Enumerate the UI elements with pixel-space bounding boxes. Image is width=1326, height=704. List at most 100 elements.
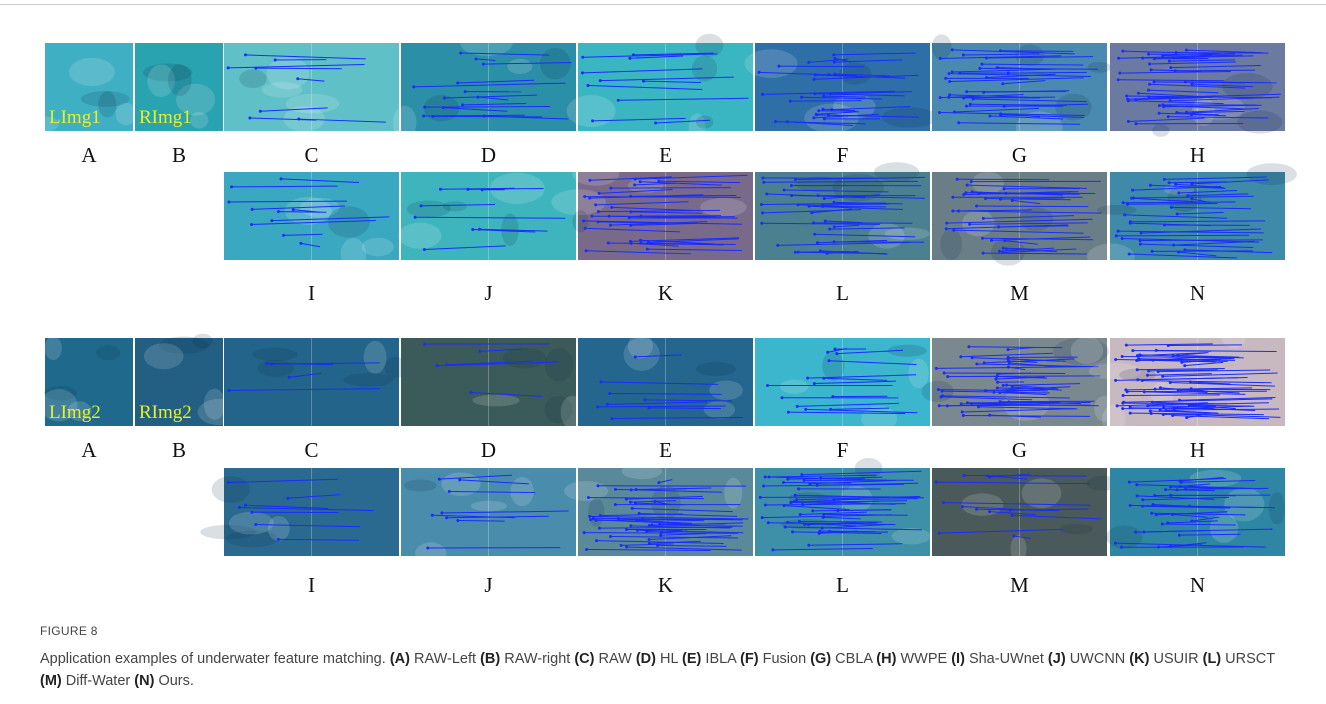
caption-item: Fusion — [763, 651, 807, 667]
match-point — [946, 375, 949, 378]
match-point — [596, 405, 599, 408]
match-point — [1117, 230, 1120, 233]
match-point — [981, 237, 984, 240]
match-point — [594, 203, 597, 206]
match-point — [943, 372, 946, 375]
match-point — [598, 527, 601, 530]
match-point — [998, 391, 1001, 394]
panel-label: N — [1190, 573, 1205, 597]
match-point — [1161, 523, 1164, 526]
match-point — [819, 477, 822, 480]
match-point — [1141, 57, 1144, 60]
match-point — [635, 488, 638, 491]
match-point — [968, 223, 971, 226]
match-point — [952, 229, 955, 232]
match-point — [1185, 49, 1188, 52]
match-line — [977, 206, 1089, 207]
match-point — [764, 504, 767, 507]
panel-label: B — [172, 438, 186, 462]
match-point — [937, 388, 940, 391]
match-point — [482, 63, 485, 66]
match-point — [800, 473, 803, 476]
image-texture — [503, 348, 547, 369]
match-point — [813, 233, 816, 236]
caption-key: (I) — [951, 651, 965, 667]
image-texture — [1106, 525, 1142, 548]
match-point — [1164, 409, 1167, 412]
match-point — [1007, 400, 1010, 403]
match-point — [1121, 355, 1124, 358]
match-point — [1117, 78, 1120, 81]
match-point — [1147, 53, 1150, 56]
match-point — [1121, 50, 1124, 53]
match-point — [617, 99, 620, 102]
match-point — [977, 405, 980, 408]
match-point — [961, 410, 964, 413]
match-point — [614, 488, 617, 491]
match-line — [1133, 351, 1211, 352]
match-point — [1164, 488, 1167, 491]
match-point — [995, 375, 998, 378]
match-point — [833, 73, 836, 76]
match-point — [822, 516, 825, 519]
image-texture — [168, 64, 192, 96]
image-texture — [404, 479, 437, 491]
match-point — [270, 219, 273, 222]
caption-item: WWPE — [900, 651, 947, 667]
match-point — [1139, 239, 1142, 242]
image-texture — [1152, 124, 1169, 136]
match-point — [442, 106, 445, 109]
match-point — [833, 225, 836, 228]
image-texture — [724, 478, 742, 509]
match-point — [440, 511, 443, 514]
match-point — [592, 517, 595, 520]
image-texture — [69, 58, 115, 86]
image-texture — [229, 512, 274, 535]
match-point — [1135, 483, 1138, 486]
match-point — [420, 204, 423, 207]
match-point — [1118, 72, 1121, 75]
image-texture — [696, 115, 713, 128]
match-line — [278, 212, 326, 213]
match-line — [1168, 345, 1242, 346]
image-texture — [507, 59, 532, 74]
match-point — [822, 95, 825, 98]
match-point — [957, 210, 960, 213]
match-point — [1125, 94, 1128, 97]
match-point — [471, 228, 474, 231]
panel-label: L — [836, 281, 849, 305]
match-point — [795, 498, 798, 501]
match-point — [941, 394, 944, 397]
match-point — [994, 378, 997, 381]
match-point — [1011, 514, 1014, 517]
match-point — [796, 405, 799, 408]
image-overlay-label: RImg2 — [139, 402, 192, 423]
match-point — [259, 110, 262, 113]
match-point — [826, 351, 829, 354]
caption-key: (C) — [574, 651, 594, 667]
match-point — [782, 481, 785, 484]
image-texture — [972, 172, 1004, 194]
match-point — [959, 355, 962, 358]
match-point — [1150, 68, 1153, 71]
image-texture — [252, 348, 297, 361]
match-point — [947, 96, 950, 99]
match-point — [956, 178, 959, 181]
match-point — [654, 122, 657, 125]
image-texture — [1087, 62, 1111, 73]
image-texture — [1060, 524, 1093, 534]
match-point — [1183, 364, 1186, 367]
match-point — [436, 364, 439, 367]
match-point — [971, 356, 974, 359]
match-point — [816, 241, 819, 244]
match-point — [1150, 512, 1153, 515]
match-point — [277, 210, 280, 213]
caption-item: USUIR — [1153, 651, 1198, 667]
panel-label: G — [1012, 438, 1027, 462]
match-line — [964, 476, 1087, 477]
match-point — [1180, 481, 1183, 484]
match-point — [1166, 521, 1169, 524]
match-point — [1168, 60, 1171, 63]
match-point — [948, 80, 951, 83]
